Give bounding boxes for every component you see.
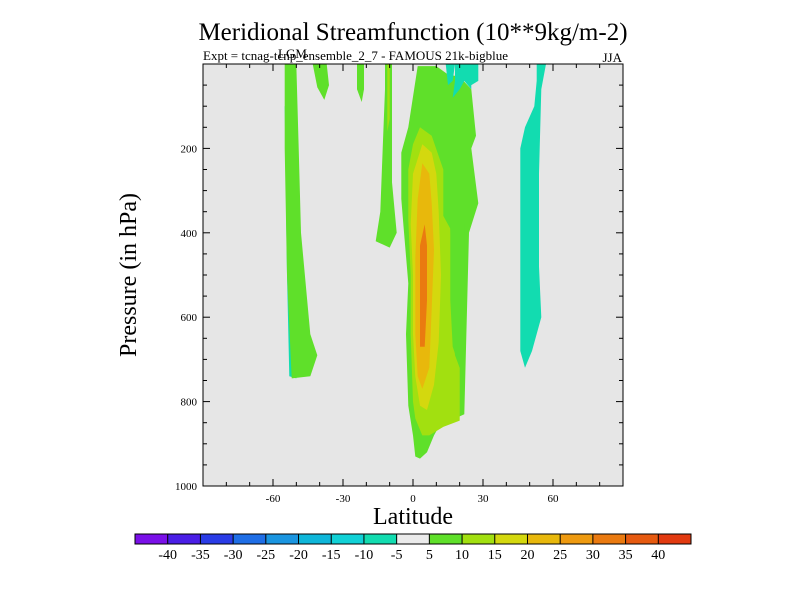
- colorbar-swatch: [167, 534, 201, 544]
- plot-area: -60 -30 0 30 60 200 400 600 800 1000: [175, 63, 624, 505]
- y-axis-title: Pressure (in hPa): [116, 193, 142, 357]
- colorbar-swatch: [396, 534, 430, 544]
- plot-frame: [202, 63, 624, 487]
- colorbar-swatch: [494, 534, 528, 544]
- contour-region-nh-cyan-strip: [520, 64, 546, 368]
- colorbar-label: 35: [619, 548, 633, 563]
- chart-subtitle: Expt = tcnag-tcnp_ensemble_2_7 - FAMOUS …: [203, 48, 508, 63]
- chart-subtitle-overlay: LGM: [278, 46, 307, 61]
- colorbar-label: 20: [520, 548, 534, 563]
- y-tick-label: 1000: [175, 481, 198, 493]
- colorbar-swatch: [331, 534, 365, 544]
- colorbar-swatch: [265, 534, 299, 544]
- colorbar-label: -35: [191, 548, 210, 563]
- colorbar-swatch: [298, 534, 332, 544]
- colorbar-swatch: [658, 534, 692, 544]
- colorbar-label: -5: [391, 548, 403, 563]
- contour-region-nh-subtrop-cyan-1: [445, 64, 455, 86]
- colorbar-swatch: [462, 534, 496, 544]
- colorbar-label: -15: [322, 548, 341, 563]
- contour-region-sh-green-strip: [284, 64, 318, 379]
- colorbar-frame: [134, 533, 692, 545]
- x-axis-title: Latitude: [373, 504, 453, 530]
- colorbar: -40 -35 -30 -25 -20 -15 -10 -5 5 10 15 20 25 30 35 40: [134, 533, 692, 563]
- colorbar-swatch: [527, 534, 561, 544]
- colorbar-label: -30: [224, 548, 243, 563]
- contour-region-central-red-core: [420, 224, 427, 347]
- contour-region-narrow-green-column: [375, 64, 397, 248]
- colorbar-swatch: [429, 534, 463, 544]
- colorbar-label: 30: [586, 548, 600, 563]
- colorbar-swatch: [560, 534, 594, 544]
- colorbar-label: 40: [651, 548, 665, 563]
- colorbar-label: 15: [488, 548, 502, 563]
- y-tick-label: 800: [181, 397, 198, 409]
- colorbar-label: -10: [355, 548, 374, 563]
- contour-region-narrow-yellow-column: [387, 64, 390, 132]
- chart-title: Meridional Streamfunction (10**9kg/m-2): [198, 19, 627, 46]
- colorbar-swatch: [233, 534, 267, 544]
- contour-region-upper-green-drip-2: [357, 64, 364, 102]
- colorbar-swatch: [625, 534, 659, 544]
- contour-region-right-green-tongue: [450, 224, 465, 368]
- x-tick-label: -30: [336, 493, 351, 505]
- colorbar-label: -20: [289, 548, 308, 563]
- y-tick-label: 200: [181, 143, 198, 155]
- colorbar-label: 10: [455, 548, 469, 563]
- x-tick-label: 60: [548, 493, 560, 505]
- contour-region-upper-green-drip-1: [312, 64, 329, 100]
- x-tick-label: 30: [478, 493, 490, 505]
- season-label: JJA: [602, 50, 622, 65]
- colorbar-label: 25: [553, 548, 567, 563]
- contour-region-nh-subtrop-cyan-2: [452, 64, 479, 98]
- colorbar-swatch: [592, 534, 626, 544]
- colorbar-swatch: [363, 534, 397, 544]
- y-tick-label: 400: [181, 228, 198, 240]
- colorbar-label: 5: [426, 548, 433, 563]
- x-tick-label: 0: [410, 493, 416, 505]
- x-tick-label: -60: [266, 493, 281, 505]
- colorbar-swatch: [135, 534, 169, 544]
- colorbar-label: -40: [158, 548, 177, 563]
- colorbar-label: -25: [256, 548, 275, 563]
- y-tick-label: 600: [181, 312, 198, 324]
- colorbar-swatch: [200, 534, 234, 544]
